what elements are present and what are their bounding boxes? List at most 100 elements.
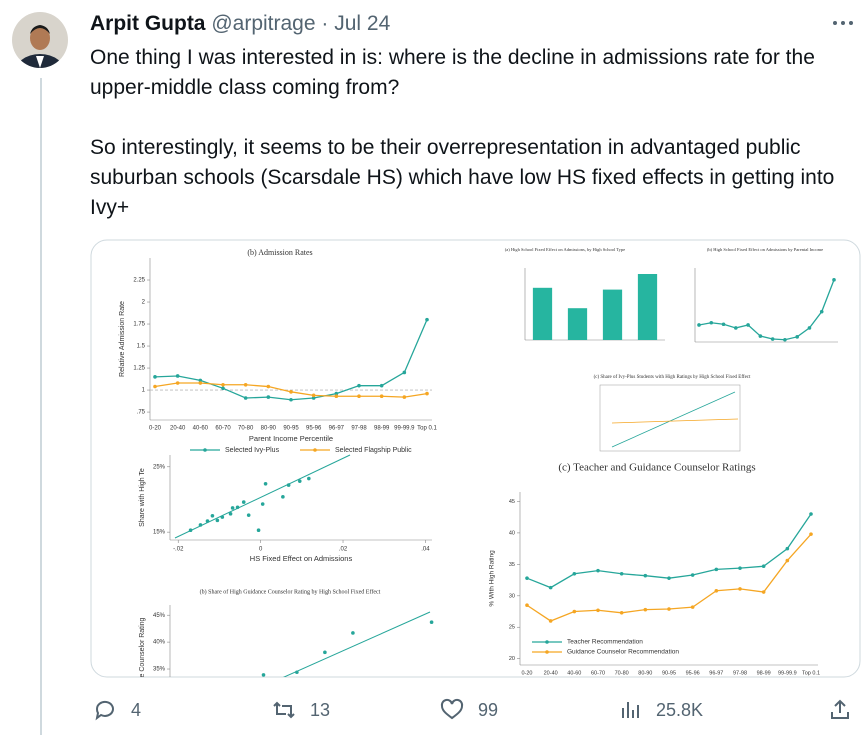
point (286, 483, 291, 487)
point (220, 515, 225, 519)
point (379, 394, 384, 399)
reply-button[interactable]: 4 (93, 698, 141, 722)
line (154, 382, 428, 398)
avatar[interactable] (12, 12, 68, 68)
point (619, 571, 624, 576)
x-tick-label: .02 (339, 547, 348, 553)
fit-line (254, 611, 431, 677)
x-tick-label: 98-99 (374, 426, 390, 432)
point (266, 384, 271, 389)
x-tick-label: 96-97 (329, 426, 345, 432)
point (188, 528, 193, 532)
point (525, 603, 529, 608)
point (402, 370, 407, 375)
y-tick-label: 25% (153, 464, 166, 470)
point (243, 382, 248, 387)
y-tick-label: 2.25 (133, 278, 145, 284)
tweet-text: One thing I was interested in is: where … (90, 43, 865, 253)
point (334, 391, 339, 396)
author-name[interactable]: Arpit Gupta (90, 12, 206, 35)
x-tick-label: -.02 (173, 547, 184, 553)
y-tick-label: 1.25 (133, 366, 145, 372)
point (379, 383, 384, 388)
separator: · (321, 12, 329, 35)
x-tick-label: 98-99 (757, 670, 771, 676)
x-tick-label: 99-99.9 (778, 670, 797, 676)
chart-title: (c) Share of Ivy-Plus Students with High… (594, 375, 751, 380)
point (266, 395, 271, 399)
retweet-button[interactable]: 13 (272, 698, 330, 722)
point (281, 495, 285, 499)
legend-label: Selected Flagship Public (335, 447, 412, 454)
x-tick-label: 0 (259, 547, 263, 553)
point (667, 576, 671, 580)
legend-swatch (545, 640, 549, 644)
point (690, 605, 695, 609)
point (307, 476, 311, 481)
y-axis-label: Relative Admission Rate (119, 301, 126, 377)
point (153, 375, 157, 379)
bar (602, 289, 623, 340)
fit-line (611, 391, 736, 448)
point (311, 393, 316, 398)
views-button[interactable]: 25.8K (618, 698, 703, 722)
point (738, 587, 742, 591)
point (334, 394, 339, 399)
y-tick-label: 35% (153, 667, 166, 673)
x-tick-label: 90-95 (662, 670, 676, 676)
bar (637, 274, 658, 340)
point (323, 650, 327, 655)
point (402, 395, 407, 399)
x-tick-label: .04 (421, 547, 430, 553)
like-count: 99 (478, 699, 499, 720)
point (256, 528, 261, 532)
y-tick-label: 40% (153, 640, 166, 646)
point (758, 334, 763, 338)
paragraph: One thing I was interested in is: where … (90, 46, 815, 99)
point (205, 519, 210, 523)
point (235, 505, 240, 510)
point (198, 378, 203, 383)
point (738, 566, 742, 570)
x-tick-label: 80-90 (638, 670, 652, 676)
x-tick-label: 95-96 (306, 426, 322, 432)
y-tick-label: 35 (509, 562, 515, 568)
point (221, 386, 225, 391)
point (221, 382, 225, 387)
like-button[interactable]: 99 (440, 698, 498, 722)
point (770, 337, 775, 341)
point (246, 513, 251, 517)
point (525, 576, 529, 580)
more-button[interactable] (832, 18, 854, 28)
point (690, 573, 695, 577)
point (714, 567, 719, 572)
y-axis-label: e Counselor Rating (139, 617, 146, 677)
point (429, 620, 434, 625)
point (228, 512, 233, 516)
point (210, 514, 215, 518)
point (809, 512, 813, 516)
legend-label: Selected Ivy-Plus (225, 447, 280, 454)
point (785, 546, 790, 551)
y-axis-label: % With High Rating (489, 550, 496, 607)
frame (599, 384, 741, 452)
point (761, 590, 766, 594)
point (230, 506, 235, 510)
x-tick-label: 70-80 (615, 670, 629, 676)
point (832, 278, 836, 282)
y-axis-label: Share with High Te (139, 468, 146, 527)
x-tick-label: 20-40 (544, 670, 558, 676)
x-tick-label: 97-98 (733, 670, 747, 676)
x-tick-label: 97-98 (351, 426, 367, 432)
point (297, 479, 302, 483)
point (746, 323, 750, 327)
line (698, 279, 835, 341)
date[interactable]: Jul 24 (334, 12, 391, 35)
x-tick-label: 96-97 (709, 670, 723, 676)
point (260, 502, 265, 506)
y-tick-label: 40 (509, 530, 515, 536)
share-button[interactable] (828, 698, 852, 722)
handle[interactable]: @arpitrage (211, 12, 316, 35)
fit-line (174, 454, 351, 539)
